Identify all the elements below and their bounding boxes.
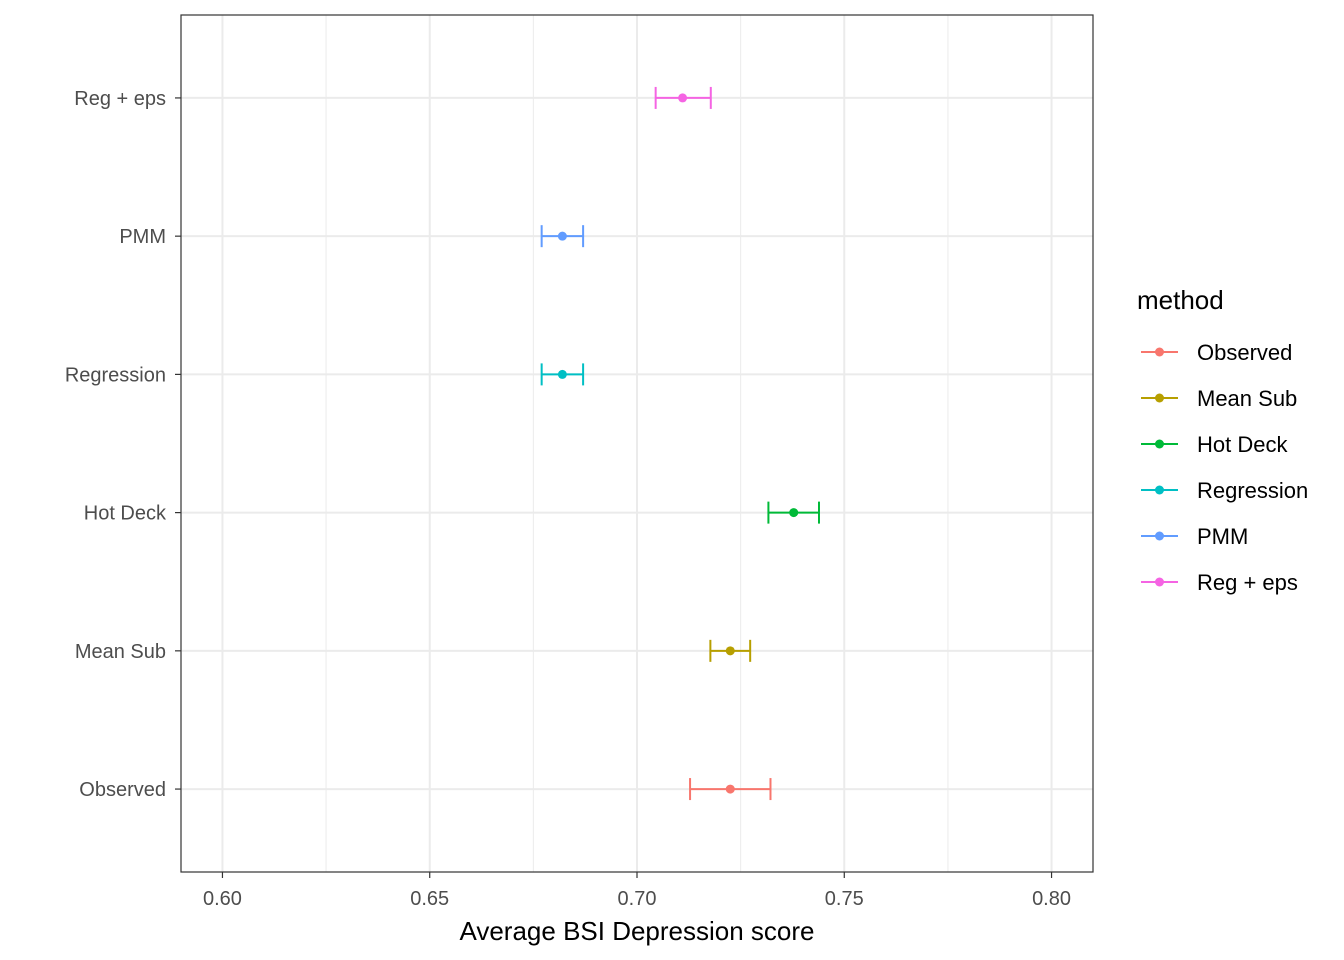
data-point <box>557 231 567 241</box>
errorbar-group <box>767 501 820 524</box>
legend-item: Hot Deck <box>1141 432 1288 457</box>
errorbar-group <box>689 778 772 801</box>
legend-key-point <box>1155 439 1164 449</box>
x-axis: 0.60 0.65 0.70 0.75 0.80 <box>203 872 1071 910</box>
legend-label: Reg + eps <box>1197 570 1298 595</box>
y-tick-label: Reg + eps <box>74 88 166 110</box>
legend-key-point <box>1155 531 1164 541</box>
legend-key-point <box>1155 393 1164 403</box>
legend-title: method <box>1137 285 1224 315</box>
errorbar-group <box>709 639 752 662</box>
legend-label: PMM <box>1197 524 1248 549</box>
legend-label: Hot Deck <box>1197 432 1288 457</box>
y-tick-label: Regression <box>65 364 166 386</box>
y-tick-label: Observed <box>79 779 166 801</box>
legend-label: Mean Sub <box>1197 386 1297 411</box>
legend-item: Reg + eps <box>1141 570 1298 595</box>
legend-key-point <box>1155 485 1164 495</box>
legend-label: Observed <box>1197 340 1292 365</box>
data-point <box>725 784 735 794</box>
legend-label: Regression <box>1197 478 1308 503</box>
legend-item: PMM <box>1141 524 1248 549</box>
errorbar-group <box>654 86 712 109</box>
legend-item: Regression <box>1141 478 1308 503</box>
y-tick-label: Mean Sub <box>75 641 166 663</box>
x-tick-label: 0.80 <box>1032 888 1071 910</box>
legend-key-point <box>1155 347 1164 357</box>
x-tick-label: 0.70 <box>618 888 657 910</box>
y-tick-label: PMM <box>119 226 166 248</box>
y-axis: Observed Mean Sub Hot Deck Regression PMM Reg… <box>65 88 181 801</box>
data-point <box>678 93 688 103</box>
errorbar-group <box>540 363 585 386</box>
x-tick-label: 0.60 <box>203 888 242 910</box>
x-tick-label: 0.75 <box>825 888 864 910</box>
data-point <box>557 369 567 379</box>
x-axis-title: Average BSI Depression score <box>459 916 814 946</box>
x-tick-label: 0.65 <box>410 888 449 910</box>
data-layer <box>540 86 820 801</box>
data-point <box>725 646 735 656</box>
legend-key-point <box>1155 577 1164 587</box>
legend-item: Observed <box>1141 340 1292 365</box>
data-point <box>789 508 799 518</box>
errorbar-group <box>540 225 585 248</box>
grid <box>181 15 1093 872</box>
legend: method Observed Mean Sub Hot Deck Regressio… <box>1137 285 1308 595</box>
y-tick-label: Hot Deck <box>84 503 167 525</box>
legend-item: Mean Sub <box>1141 386 1297 411</box>
